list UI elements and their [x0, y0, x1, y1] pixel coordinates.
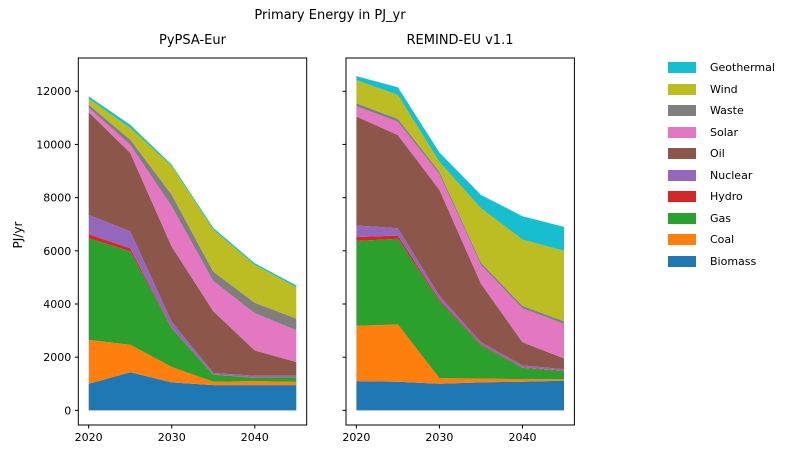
area-oil — [356, 116, 564, 370]
x-tick-label: 2040 — [241, 431, 269, 444]
x-tick-label: 2020 — [342, 431, 370, 444]
y-tick-label: 12000 — [36, 85, 71, 98]
legend-row-wind: Wind — [668, 79, 775, 101]
legend-label: Nuclear — [710, 168, 753, 182]
legend-row-coal: Coal — [668, 229, 775, 251]
area-coal — [356, 324, 564, 384]
y-tick-label: 0 — [64, 404, 71, 417]
axes-frame — [77, 57, 308, 426]
legend-swatch-gas — [668, 212, 696, 224]
legend-row-geothermal: Geothermal — [668, 57, 775, 79]
area-hydro — [88, 234, 297, 378]
y-tick-label: 6000 — [43, 245, 71, 258]
area-solar — [356, 106, 564, 359]
legend-swatch-solar — [668, 126, 696, 138]
legend-swatch-wind — [668, 83, 696, 95]
legend-label: Waste — [710, 104, 744, 118]
legend-label: Oil — [710, 147, 725, 161]
x-tick-label: 2040 — [508, 431, 536, 444]
legend-swatch-oil — [668, 148, 696, 160]
legend-swatch-waste — [668, 105, 696, 117]
figure-title: Primary Energy in PJ_yr — [254, 8, 406, 23]
legend-label: Coal — [710, 233, 735, 247]
axes-remind-eu-v1-1: 2020 2030 2040 — [342, 57, 575, 444]
legend-swatch-nuclear — [668, 169, 696, 181]
area-gas — [356, 238, 564, 380]
legend-row-nuclear: Nuclear — [668, 165, 775, 187]
axes-pypsa-eur: 0 2000 4000 6000 8000 10000 12000 2020 2030 2040 — [36, 57, 308, 444]
legend-label: Wind — [710, 82, 738, 96]
legend-swatch-hydro — [668, 191, 696, 203]
legend-row-solar: Solar — [668, 122, 775, 144]
x-tick-label: 2030 — [425, 431, 453, 444]
subplot-title-pypsa-eur: PyPSA-Eur — [159, 33, 226, 48]
area-oil — [88, 112, 297, 376]
legend-row-waste: Waste — [668, 100, 775, 122]
legend-row-hydro: Hydro — [668, 186, 775, 208]
legend-swatch-biomass — [668, 255, 696, 267]
y-tick-label: 4000 — [43, 298, 71, 311]
legend-swatch-geothermal — [668, 62, 696, 74]
legend-row-gas: Gas — [668, 208, 775, 230]
legend-row-oil: Oil — [668, 143, 775, 165]
legend-label: Geothermal — [710, 61, 775, 75]
legend-label: Solar — [710, 125, 739, 139]
area-nuclear — [88, 214, 297, 378]
area-biomass — [356, 380, 564, 411]
area-coal — [88, 339, 297, 386]
x-tick-label: 2020 — [75, 431, 103, 444]
y-tick-label: 2000 — [43, 351, 71, 364]
legend: Geothermal Wind Waste Solar Oil Nuclear Hydro G… — [668, 57, 775, 272]
subplot-title-remind-eu: REMIND-EU v1.1 — [406, 33, 514, 48]
area-geothermal — [356, 76, 564, 251]
legend-label: Biomass — [710, 254, 757, 268]
legend-label: Hydro — [710, 190, 743, 204]
y-tick-label: 8000 — [43, 192, 71, 205]
area-gas — [88, 238, 297, 382]
area-wind — [356, 80, 564, 322]
y-tick-label: 10000 — [36, 138, 71, 151]
legend-row-biomass: Biomass — [668, 251, 775, 273]
legend-swatch-coal — [668, 234, 696, 246]
area-biomass — [88, 372, 297, 411]
x-tick-label: 2030 — [158, 431, 186, 444]
area-solar — [88, 107, 297, 362]
area-wind — [88, 98, 297, 319]
axes-frame — [345, 57, 575, 426]
legend-label: Gas — [710, 211, 731, 225]
